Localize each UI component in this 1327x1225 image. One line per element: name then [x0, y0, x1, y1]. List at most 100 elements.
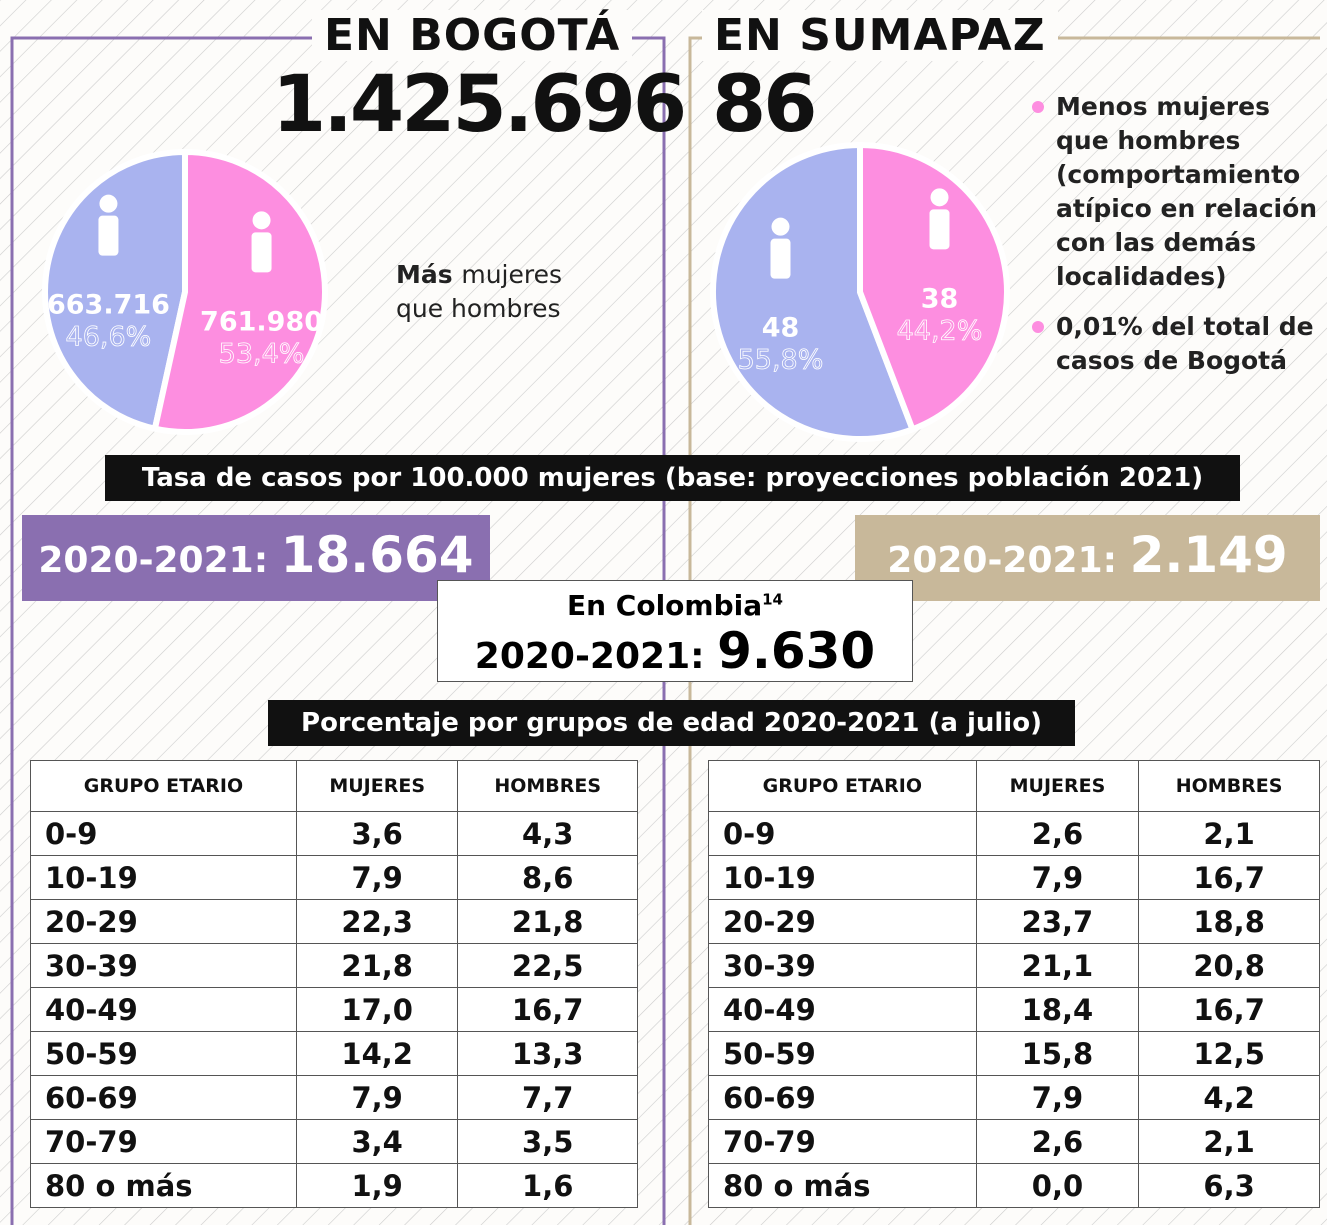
bullet-bold: Menos — [1056, 92, 1148, 121]
percent-label: 46,6% — [66, 322, 152, 353]
table: GRUPO ETARIO MUJERES HOMBRES 0-9 2,6 2,1 10-19… — [708, 760, 1320, 1208]
bullet-dot — [1032, 101, 1044, 113]
rate-box: 2020-2021: 18.664 — [22, 515, 490, 601]
cell: 16,7 — [1138, 987, 1320, 1032]
header-cell: MUJERES — [975, 760, 1140, 812]
cell: 50-59 — [708, 1031, 977, 1076]
bullet-dot — [1032, 321, 1044, 333]
cell: 21,1 — [975, 943, 1140, 988]
value-label: 38 — [921, 283, 959, 314]
cell: 22,5 — [457, 943, 638, 988]
value-label: 663.716 — [47, 290, 170, 321]
bullet: 0,01% del total de casos de Bogotá — [1030, 310, 1325, 378]
cell: 21,8 — [457, 899, 638, 944]
cell: 10-19 — [708, 855, 977, 900]
cell: 2,1 — [1138, 811, 1320, 856]
cell: 4,3 — [457, 811, 638, 856]
cell: 3,5 — [457, 1119, 638, 1164]
row: 30-39 21,1 20,8 — [708, 943, 1320, 988]
cell: 7,9 — [295, 1075, 459, 1120]
title: EN BOGOTÁ — [312, 10, 633, 61]
row: 50-59 15,8 12,5 — [708, 1031, 1320, 1076]
cell: 7,9 — [295, 855, 459, 900]
pie-slice — [710, 141, 917, 442]
cell: 60-69 — [708, 1075, 977, 1120]
icon — [930, 188, 949, 207]
percent-label: 44,2% — [897, 315, 983, 346]
cell: 20,8 — [1138, 943, 1320, 988]
cell: 20-29 — [708, 899, 977, 944]
row: 70-79 2,6 2,1 — [708, 1119, 1320, 1164]
cell: 18,4 — [975, 987, 1140, 1032]
cell: 13,3 — [457, 1031, 638, 1076]
cell: 1,6 — [457, 1163, 638, 1208]
cell: 17,0 — [295, 987, 459, 1032]
cell: 7,9 — [975, 1075, 1140, 1120]
percent-label: 55,8% — [738, 345, 824, 376]
header-cell: MUJERES — [295, 760, 459, 812]
cell: 0-9 — [30, 811, 297, 856]
row: 50-59 14,2 13,3 — [30, 1031, 638, 1076]
row: 10-19 7,9 8,6 — [30, 855, 638, 900]
cell: 2,1 — [1138, 1119, 1320, 1164]
row: 40-49 18,4 16,7 — [708, 987, 1320, 1032]
pie-slice — [857, 141, 1010, 434]
header-row: GRUPO ETARIO MUJERES HOMBRES — [30, 760, 638, 812]
row: 60-69 7,9 7,7 — [30, 1075, 638, 1120]
row: 20-29 22,3 21,8 — [30, 899, 638, 944]
cell: 30-39 — [708, 943, 977, 988]
row: 20-29 23,7 18,8 — [708, 899, 1320, 944]
row: 0-9 3,6 4,3 — [30, 811, 638, 856]
icon — [770, 238, 791, 279]
cell: 50-59 — [30, 1031, 297, 1076]
icon — [929, 209, 950, 250]
cell: 6,3 — [1138, 1163, 1320, 1208]
cell: 0,0 — [975, 1163, 1140, 1208]
row: 30-39 21,8 22,5 — [30, 943, 638, 988]
row: 60-69 7,9 4,2 — [708, 1075, 1320, 1120]
cell: 15,8 — [975, 1031, 1140, 1076]
cell: 7,7 — [457, 1075, 638, 1120]
cell: 40-49 — [30, 987, 297, 1032]
rate-box: 2020-2021: 2.149 — [855, 515, 1320, 601]
rate-title: Tasa de casos por 100.000 mujeres (base:… — [105, 455, 1240, 501]
note: Más mujeres que hombres — [396, 260, 563, 323]
bullets: Menos mujeres que hombres (comportamient… — [1030, 90, 1325, 394]
cell: 14,2 — [295, 1031, 459, 1076]
cell: 80 o más — [708, 1163, 977, 1208]
cell: 21,8 — [295, 943, 459, 988]
cell: 12,5 — [1138, 1031, 1320, 1076]
bullet: Menos mujeres que hombres (comportamient… — [1030, 90, 1325, 294]
cell: 8,6 — [457, 855, 638, 900]
total: 86 — [712, 60, 818, 150]
header-cell: HOMBRES — [457, 760, 638, 812]
bullet-text: 0,01% del total de casos de Bogotá — [1056, 312, 1314, 375]
icon — [98, 215, 119, 256]
cell: 30-39 — [30, 943, 297, 988]
header-cell: HOMBRES — [1138, 760, 1320, 812]
row: 10-19 7,9 16,7 — [708, 855, 1320, 900]
cell: 1,9 — [295, 1163, 459, 1208]
header-cell: GRUPO ETARIO — [708, 760, 977, 812]
icon — [252, 211, 271, 230]
cell: 22,3 — [295, 899, 459, 944]
cell: 4,2 — [1138, 1075, 1320, 1120]
cell: 16,7 — [1138, 855, 1320, 900]
header-cell: GRUPO ETARIO — [30, 760, 297, 812]
cell: 80 o más — [30, 1163, 297, 1208]
row: 0-9 2,6 2,1 — [708, 811, 1320, 856]
value-label: 761.980 — [200, 306, 323, 337]
pie-slice — [42, 148, 188, 433]
cell: 40-49 — [708, 987, 977, 1032]
cell: 2,6 — [975, 1119, 1140, 1164]
row: 80 o más 0,0 6,3 — [708, 1163, 1320, 1208]
colombia-box: En Colombia14 2020-2021: 9.630 — [437, 580, 913, 682]
title: EN SUMAPAZ — [702, 10, 1058, 61]
row: 70-79 3,4 3,5 — [30, 1119, 638, 1164]
icon — [99, 194, 118, 213]
cell: 3,6 — [295, 811, 459, 856]
age-title: Porcentaje por grupos de edad 2020-2021 … — [268, 700, 1075, 746]
bullet-text: mujeres que hombres (comportamiento atíp… — [1056, 92, 1318, 291]
row: 80 o más 1,9 1,6 — [30, 1163, 638, 1208]
